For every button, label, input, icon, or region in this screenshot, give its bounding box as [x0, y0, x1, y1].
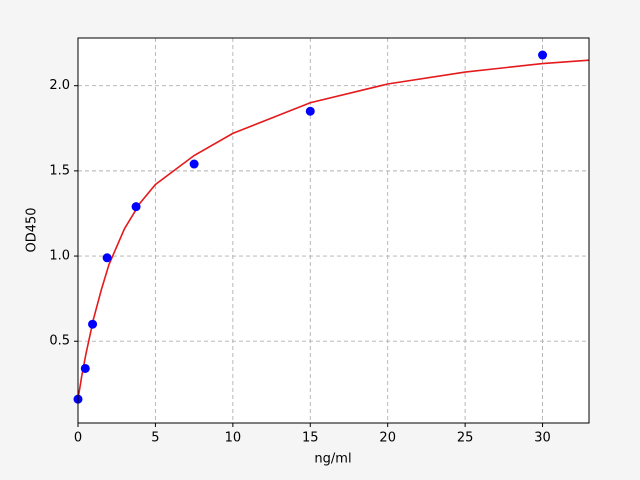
x-tick-label: 30	[534, 431, 551, 446]
data-point	[102, 253, 112, 263]
x-tick-label: 10	[225, 431, 242, 446]
data-point	[88, 319, 98, 329]
data-point	[189, 159, 199, 169]
data-point	[538, 50, 548, 60]
y-tick-label: 0.5	[49, 334, 70, 349]
plot-frame	[77, 37, 590, 424]
y-tick-label: 2.0	[49, 78, 70, 93]
y-axis-label: OD450	[25, 207, 40, 252]
data-point	[305, 106, 315, 116]
fit-curve	[77, 59, 590, 400]
x-tick-label: 5	[151, 431, 159, 446]
x-axis-label: ng/ml	[314, 452, 351, 467]
x-tick-label: 20	[379, 431, 396, 446]
data-point	[80, 363, 90, 373]
plot-area	[78, 38, 589, 423]
y-tick-label: 1.0	[49, 249, 70, 264]
y-tick-label: 1.5	[49, 163, 70, 178]
x-tick-label: 0	[74, 431, 82, 446]
x-tick-label: 25	[457, 431, 474, 446]
data-point	[131, 202, 141, 212]
x-tick-label: 15	[302, 431, 319, 446]
